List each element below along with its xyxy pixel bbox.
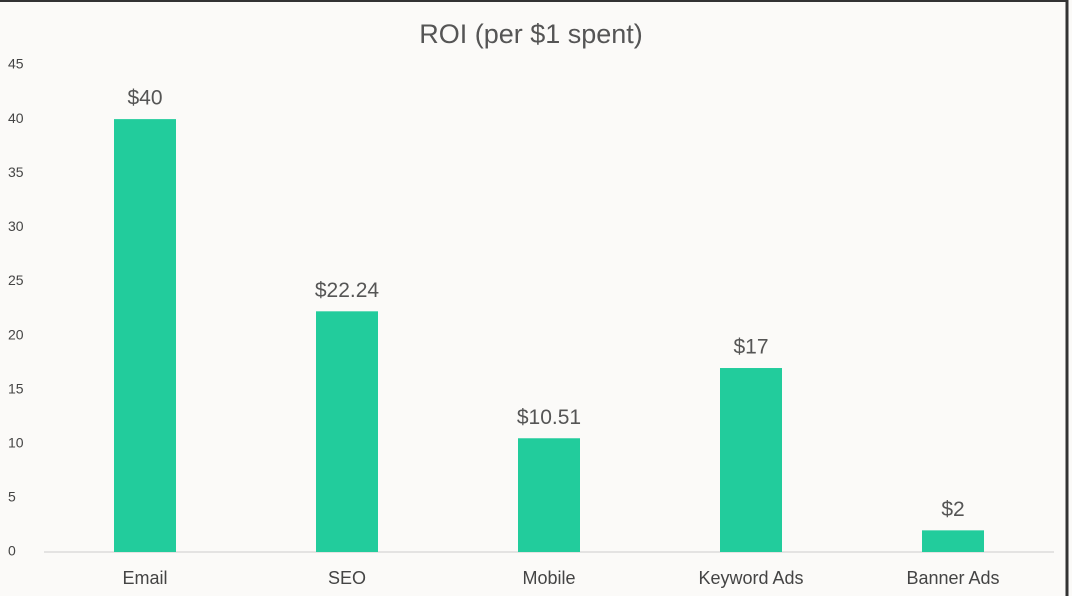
y-tick-label: 35: [8, 164, 24, 180]
y-tick-label: 10: [8, 434, 24, 450]
value-label: $17: [733, 336, 768, 359]
bar: [114, 119, 176, 552]
value-label: $40: [127, 87, 162, 110]
x-tick-label: Keyword Ads: [698, 568, 803, 588]
y-tick-label: 15: [8, 380, 24, 396]
y-tick-label: 5: [8, 489, 16, 505]
chart-title: ROI (per $1 spent): [419, 19, 643, 49]
y-tick-label: 40: [8, 110, 24, 126]
y-tick-label: 0: [8, 543, 16, 559]
value-label: $22.24: [315, 279, 380, 302]
x-tick-label: Mobile: [522, 568, 575, 588]
y-tick-label: 45: [8, 56, 24, 72]
x-tick-label: Email: [122, 568, 167, 588]
y-tick-label: 30: [8, 218, 24, 234]
x-tick-label: SEO: [328, 568, 366, 588]
value-label: $2: [941, 498, 964, 521]
bar: [922, 530, 984, 552]
y-tick-label: 25: [8, 272, 24, 288]
bar: [316, 311, 378, 552]
bar: [720, 368, 782, 552]
bar: [518, 438, 580, 552]
value-label: $10.51: [517, 406, 581, 429]
x-tick-label: Banner Ads: [906, 568, 999, 588]
y-tick-label: 20: [8, 326, 24, 342]
